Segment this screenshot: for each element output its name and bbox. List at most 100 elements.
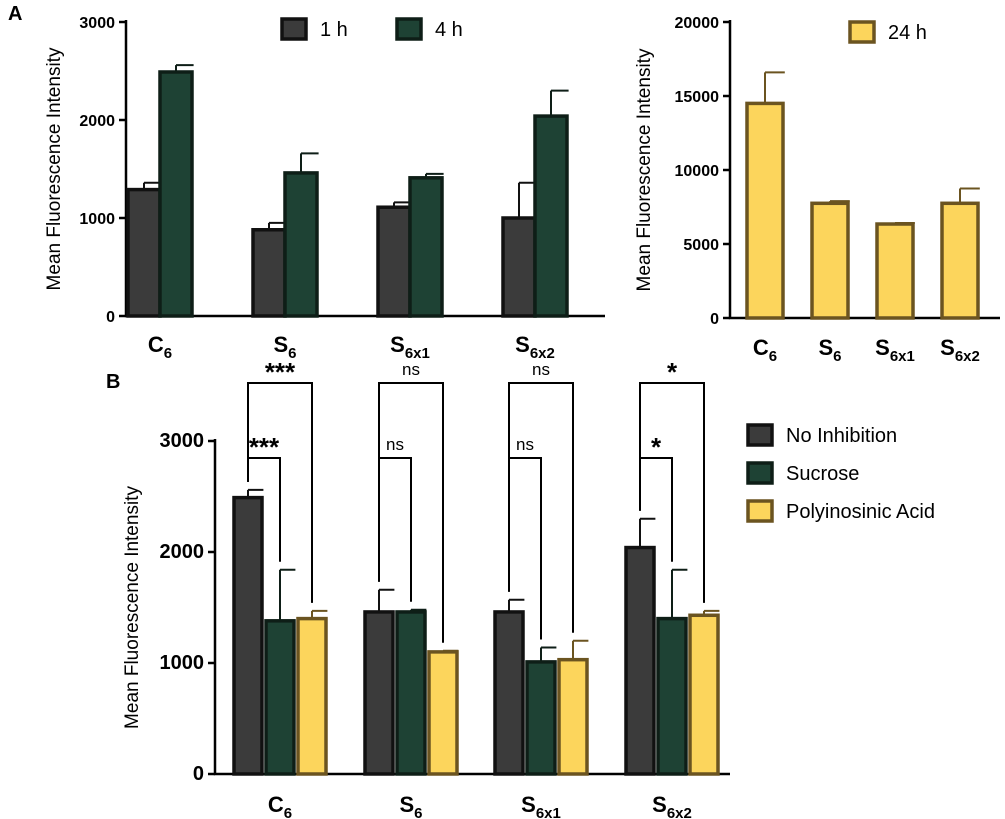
category-label: S6 xyxy=(818,335,841,365)
bar-4-h xyxy=(408,176,444,318)
y-axis-label: Mean Fluorescence Intensity xyxy=(44,47,65,290)
legend-label-24-h: 24 h xyxy=(888,22,927,44)
y-tick-label: 0 xyxy=(710,311,719,328)
y-tick-label: 1000 xyxy=(160,652,205,674)
y-tick-label: 3000 xyxy=(79,15,115,32)
error-bar xyxy=(279,568,296,621)
legend-label-4-h: 4 h xyxy=(435,19,463,41)
y-tick-label: 0 xyxy=(106,309,115,326)
bar-no-inhibition xyxy=(232,495,264,776)
legend-swatch-polyinosinic-acid xyxy=(746,499,774,523)
significance-label: *** xyxy=(249,432,280,462)
bar-no-inhibition xyxy=(363,610,395,776)
error-bar xyxy=(639,517,656,548)
category-label: S6x2 xyxy=(652,792,692,819)
bar-polyinosinic-acid xyxy=(427,650,459,776)
legend-label-1-h: 1 h xyxy=(320,19,348,41)
error-bar xyxy=(410,608,427,612)
bar-sucrose xyxy=(656,616,688,776)
bar-24-h xyxy=(940,201,980,320)
bar-polyinosinic-acid xyxy=(688,613,720,776)
bar-1-h xyxy=(251,228,287,318)
bar-24-h xyxy=(745,101,785,320)
legend-swatch-24-h xyxy=(848,20,876,44)
significance-bracket xyxy=(378,457,412,602)
error-bar xyxy=(671,568,688,619)
bar-1-h xyxy=(376,205,412,318)
y-tick-label: 5000 xyxy=(683,237,719,254)
error-bar xyxy=(829,200,850,204)
bar-polyinosinic-acid xyxy=(296,616,328,776)
error-bar xyxy=(175,64,194,72)
panel-label-a: A xyxy=(8,3,22,25)
bar-no-inhibition xyxy=(493,610,525,776)
significance-label: ns xyxy=(516,435,534,454)
chart-panel-b: 0 1000 2000 3000 Mean Fluorescence Intensity… xyxy=(122,357,935,819)
chart-panel-a-right: 0 5000 10000 15000 20000 Mean Fluorescence In… xyxy=(634,15,1000,365)
significance-bracket xyxy=(247,382,313,603)
category-label: C6 xyxy=(268,792,292,819)
category-label: S6 xyxy=(399,792,422,819)
y-tick-label: 0 xyxy=(193,763,204,785)
y-tick-label: 20000 xyxy=(675,15,720,32)
bar-polyinosinic-acid xyxy=(557,657,589,776)
y-tick-label: 15000 xyxy=(675,89,720,106)
bar-1-h xyxy=(501,216,537,318)
bar-1-h xyxy=(126,187,162,318)
error-bar xyxy=(300,152,319,173)
bar-24-h xyxy=(810,201,850,320)
y-tick-label: 10000 xyxy=(675,163,720,180)
error-bar xyxy=(959,187,980,204)
error-bar xyxy=(703,609,720,616)
y-tick-label: 2000 xyxy=(79,113,115,130)
legend-swatch-4-h xyxy=(395,17,423,41)
error-bar xyxy=(572,639,589,660)
category-label: S6x2 xyxy=(940,335,980,365)
panel-label-b: B xyxy=(106,371,120,393)
bar-sucrose xyxy=(525,660,557,776)
legend-swatch-no-inhibition xyxy=(746,423,774,447)
error-bar xyxy=(540,646,557,662)
error-bar xyxy=(311,609,328,619)
bar-sucrose xyxy=(264,619,296,776)
legend-label-polyinosinic-acid: Polyinosinic Acid xyxy=(786,501,935,523)
category-label: C6 xyxy=(148,332,172,362)
bar-24-h xyxy=(875,222,915,320)
category-label: S6 xyxy=(273,332,296,362)
y-tick-label: 1000 xyxy=(79,211,115,228)
error-bar xyxy=(764,71,785,104)
legend-swatch-sucrose xyxy=(746,461,774,485)
y-axis-label: Mean Fluorescence Intensity xyxy=(634,48,655,291)
significance-label: ns xyxy=(402,360,420,379)
y-tick-label: 3000 xyxy=(160,430,205,452)
category-label: S6x1 xyxy=(521,792,561,819)
significance-label: ns xyxy=(532,360,550,379)
bar-4-h xyxy=(533,114,569,318)
error-bar xyxy=(247,488,264,498)
significance-label: * xyxy=(667,357,678,387)
category-label: C6 xyxy=(753,335,777,365)
y-axis-label: Mean Fluorescence Intensity xyxy=(122,486,143,729)
error-bar xyxy=(894,221,915,225)
legend-label-no-inhibition: No Inhibition xyxy=(786,425,897,447)
significance-label: *** xyxy=(265,357,296,387)
bar-4-h xyxy=(158,70,194,318)
legend-label-sucrose: Sucrose xyxy=(786,463,859,485)
category-label: S6x2 xyxy=(515,332,555,362)
significance-label: * xyxy=(651,432,662,462)
error-bar xyxy=(508,598,525,612)
significance-bracket xyxy=(378,382,444,643)
error-bar xyxy=(442,649,459,652)
significance-label: ns xyxy=(386,435,404,454)
y-tick-label: 2000 xyxy=(160,541,205,563)
significance-bracket xyxy=(639,382,705,603)
legend-swatch-1-h xyxy=(280,17,308,41)
bar-4-h xyxy=(283,171,319,318)
category-label: S6x1 xyxy=(390,332,430,362)
category-label: S6x1 xyxy=(875,335,915,365)
error-bar xyxy=(425,172,444,178)
error-bar xyxy=(378,588,395,612)
significance-bracket xyxy=(508,382,574,633)
error-bar xyxy=(550,89,569,117)
